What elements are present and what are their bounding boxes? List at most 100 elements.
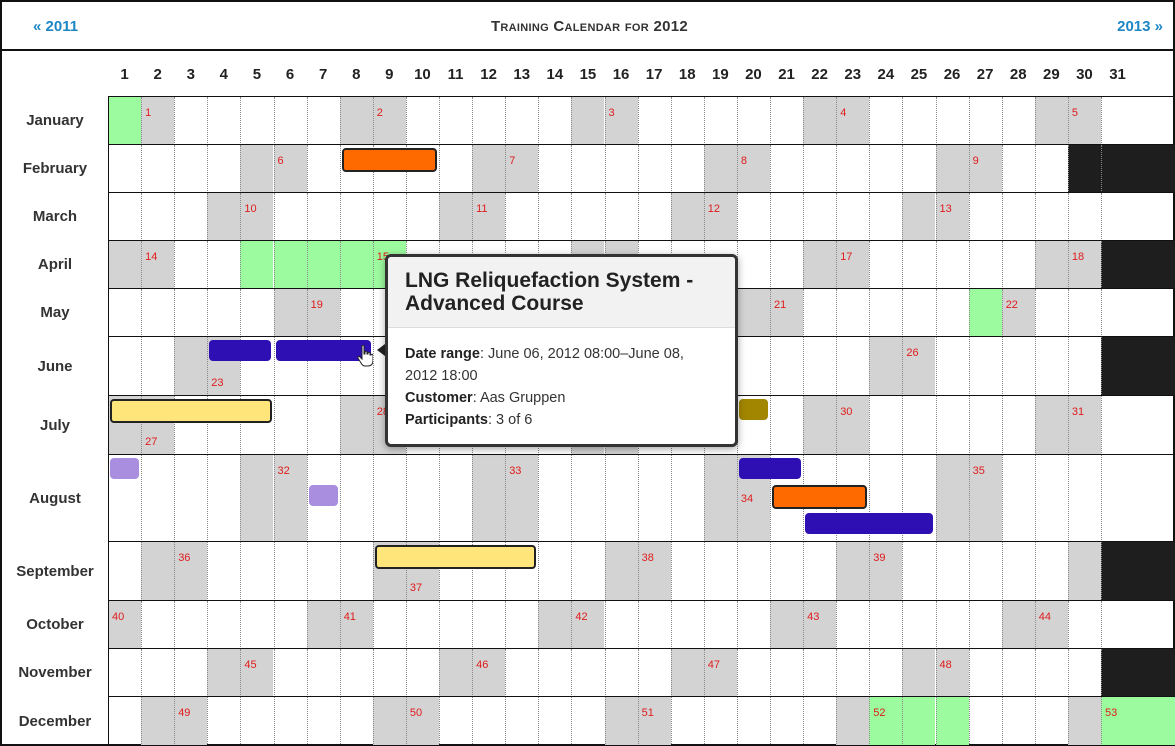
day-cell[interactable] <box>405 601 439 649</box>
day-cell[interactable] <box>472 193 506 241</box>
day-cell[interactable] <box>935 697 969 746</box>
day-cell[interactable] <box>1001 145 1035 193</box>
day-cell[interactable] <box>902 241 935 289</box>
day-cell[interactable] <box>902 455 935 542</box>
day-cell[interactable] <box>240 289 273 337</box>
day-cell[interactable] <box>405 697 439 746</box>
day-cell[interactable] <box>604 601 638 649</box>
day-cell[interactable] <box>571 97 605 145</box>
day-cell[interactable] <box>902 193 936 241</box>
day-cell[interactable] <box>670 193 704 241</box>
day-cell[interactable] <box>770 455 803 542</box>
day-cell[interactable] <box>869 396 902 455</box>
training-event[interactable] <box>308 485 338 506</box>
day-cell[interactable] <box>637 649 671 697</box>
day-cell[interactable] <box>803 289 836 337</box>
day-cell[interactable] <box>174 697 208 746</box>
day-cell[interactable] <box>869 145 902 193</box>
day-cell[interactable] <box>108 542 141 601</box>
day-cell[interactable] <box>637 455 671 542</box>
day-cell[interactable] <box>240 649 274 697</box>
day-cell[interactable] <box>141 601 174 649</box>
day-cell[interactable] <box>240 193 274 241</box>
day-cell[interactable] <box>174 396 207 455</box>
day-cell[interactable] <box>1101 289 1175 337</box>
day-cell[interactable] <box>372 337 406 396</box>
day-cell[interactable] <box>869 241 902 289</box>
day-cell[interactable] <box>604 455 638 542</box>
day-cell[interactable] <box>571 649 604 697</box>
day-cell[interactable] <box>836 145 869 193</box>
day-cell[interactable] <box>174 145 207 193</box>
day-cell[interactable] <box>439 649 473 697</box>
day-cell[interactable] <box>571 601 605 649</box>
day-cell[interactable] <box>538 455 571 542</box>
day-cell[interactable] <box>902 542 935 601</box>
day-cell[interactable] <box>273 396 307 455</box>
day-cell[interactable] <box>174 455 207 542</box>
day-cell[interactable] <box>1067 542 1101 601</box>
day-cell[interactable] <box>1101 193 1175 241</box>
day-cell[interactable] <box>273 97 307 145</box>
day-cell[interactable] <box>968 697 1002 746</box>
day-cell[interactable] <box>902 697 936 746</box>
day-cell[interactable] <box>836 97 870 145</box>
day-cell[interactable] <box>240 455 274 542</box>
day-cell[interactable] <box>339 241 373 289</box>
day-cell[interactable] <box>770 289 804 337</box>
day-cell[interactable] <box>174 97 207 145</box>
day-cell[interactable] <box>968 97 1002 145</box>
day-cell[interactable] <box>306 697 340 746</box>
day-cell[interactable] <box>604 542 638 601</box>
day-cell[interactable] <box>472 601 505 649</box>
day-cell[interactable] <box>339 542 373 601</box>
day-cell[interactable] <box>141 193 174 241</box>
day-cell[interactable] <box>1067 289 1101 337</box>
day-cell[interactable] <box>141 455 174 542</box>
day-cell[interactable] <box>207 396 240 455</box>
training-event[interactable] <box>374 545 537 569</box>
day-cell[interactable] <box>505 97 538 145</box>
day-cell[interactable] <box>439 145 472 193</box>
day-cell[interactable] <box>968 649 1002 697</box>
day-cell[interactable] <box>1101 697 1175 746</box>
day-cell[interactable] <box>803 396 837 455</box>
day-cell[interactable] <box>736 649 770 697</box>
day-cell[interactable] <box>1067 649 1101 697</box>
day-cell[interactable] <box>339 289 373 337</box>
day-cell[interactable] <box>935 97 969 145</box>
day-cell[interactable] <box>240 697 273 746</box>
day-cell[interactable] <box>604 193 638 241</box>
day-cell[interactable] <box>736 289 770 337</box>
day-cell[interactable] <box>803 542 836 601</box>
day-cell[interactable] <box>339 193 373 241</box>
day-cell[interactable] <box>207 289 240 337</box>
day-cell[interactable] <box>439 97 472 145</box>
day-cell[interactable] <box>670 649 704 697</box>
day-cell[interactable] <box>472 97 505 145</box>
day-cell[interactable] <box>1067 455 1101 542</box>
day-cell[interactable] <box>1034 697 1068 746</box>
day-cell[interactable] <box>803 145 836 193</box>
day-cell[interactable] <box>141 649 174 697</box>
day-cell[interactable] <box>240 396 273 455</box>
day-cell[interactable] <box>1001 289 1035 337</box>
day-cell[interactable] <box>1001 337 1035 396</box>
day-cell[interactable] <box>1034 649 1068 697</box>
day-cell[interactable] <box>240 542 273 601</box>
day-cell[interactable] <box>372 193 406 241</box>
day-cell[interactable] <box>273 193 307 241</box>
day-cell[interactable] <box>174 193 207 241</box>
day-cell[interactable] <box>372 289 406 337</box>
day-cell[interactable] <box>902 289 935 337</box>
day-cell[interactable] <box>968 289 1002 337</box>
day-cell[interactable] <box>1001 455 1035 542</box>
day-cell[interactable] <box>207 97 240 145</box>
day-cell[interactable] <box>869 542 903 601</box>
day-cell[interactable] <box>968 455 1002 542</box>
training-event[interactable] <box>805 513 934 534</box>
training-event[interactable] <box>209 340 272 361</box>
day-cell[interactable] <box>1101 601 1175 649</box>
day-cell[interactable] <box>968 145 1002 193</box>
day-cell[interactable] <box>571 455 604 542</box>
